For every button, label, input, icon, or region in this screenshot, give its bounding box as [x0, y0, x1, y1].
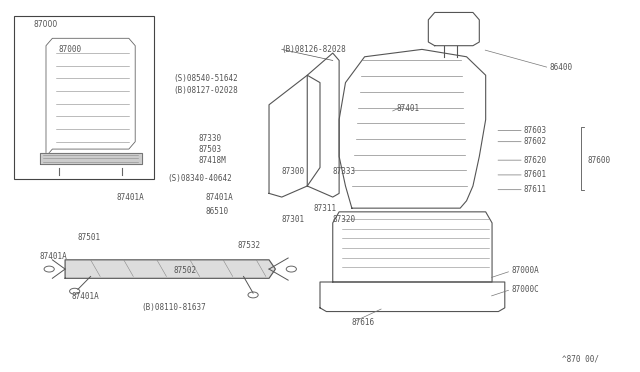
Text: 87000: 87000	[59, 45, 82, 54]
Text: 87311: 87311	[314, 203, 337, 213]
Text: 86400: 86400	[549, 63, 573, 72]
Text: (S)08340-40642: (S)08340-40642	[167, 174, 232, 183]
Text: 87401A: 87401A	[205, 193, 233, 202]
Text: 87601: 87601	[524, 170, 547, 179]
Text: 87000: 87000	[33, 20, 58, 29]
Text: (B)08127-02028: (B)08127-02028	[173, 86, 238, 94]
Text: 87532: 87532	[237, 241, 260, 250]
Text: ^870 00/: ^870 00/	[562, 354, 599, 363]
Text: 87418M: 87418M	[199, 155, 227, 165]
Text: 86510: 86510	[205, 207, 228, 217]
Text: 87000A: 87000A	[511, 266, 539, 275]
Text: 87620: 87620	[524, 155, 547, 165]
Text: (B)08110-81637: (B)08110-81637	[141, 303, 206, 312]
Text: 87501: 87501	[78, 233, 101, 242]
Bar	[14, 16, 154, 179]
Text: 87503: 87503	[199, 145, 222, 154]
Text: 87401A: 87401A	[116, 193, 144, 202]
Text: 87602: 87602	[524, 137, 547, 146]
Text: (S)08540-51642: (S)08540-51642	[173, 74, 238, 83]
Text: 87600: 87600	[588, 155, 611, 165]
Text: 87401A: 87401A	[40, 251, 67, 261]
Text: 87320: 87320	[333, 215, 356, 224]
Text: 87333: 87333	[333, 167, 356, 176]
Text: 87603: 87603	[524, 126, 547, 135]
Text: 87401: 87401	[396, 104, 420, 113]
Text: 87300: 87300	[282, 167, 305, 176]
Text: 87502: 87502	[173, 266, 196, 275]
Polygon shape	[65, 260, 275, 278]
Text: 87616: 87616	[352, 318, 375, 327]
Text: 87401A: 87401A	[72, 292, 99, 301]
Text: (B)08126-82028: (B)08126-82028	[282, 45, 346, 54]
Polygon shape	[40, 153, 141, 164]
Text: 87000C: 87000C	[511, 285, 539, 294]
Text: 87301: 87301	[282, 215, 305, 224]
Text: 87611: 87611	[524, 185, 547, 194]
Text: 87330: 87330	[199, 134, 222, 142]
